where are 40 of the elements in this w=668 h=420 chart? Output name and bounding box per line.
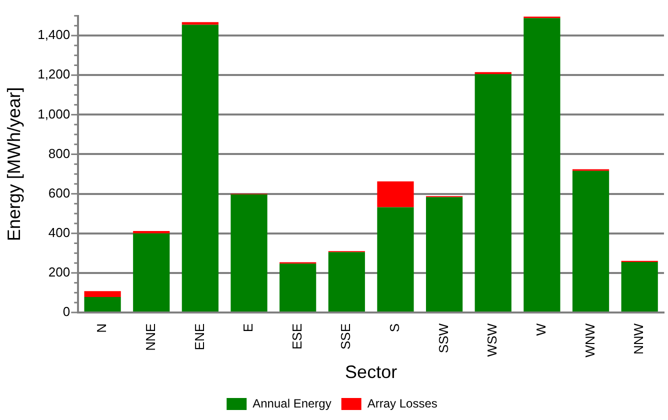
bar <box>84 291 121 298</box>
bar <box>133 233 170 312</box>
bar <box>377 181 414 208</box>
bar <box>524 18 560 312</box>
x-tick-label: NNW <box>631 322 646 355</box>
bar <box>621 262 658 312</box>
x-tick-label: SSW <box>436 322 451 354</box>
bar <box>474 74 512 312</box>
bar <box>280 264 316 312</box>
legend-label: Annual Energy <box>252 396 332 410</box>
x-tick-label: SSE <box>338 323 354 350</box>
y-tick-label: 200 <box>48 264 70 280</box>
bar <box>182 22 218 25</box>
y-tick-label: 1,200 <box>38 66 70 82</box>
bar <box>572 170 610 312</box>
x-axis-title: Sector <box>345 362 398 382</box>
x-tick-label: ESE <box>289 323 304 350</box>
y-tick-label: 800 <box>48 146 70 161</box>
legend-label: Array Losses <box>367 396 438 410</box>
x-tick-label: S <box>387 323 402 332</box>
x-tick-label: ENE <box>192 323 207 350</box>
y-tick-label: 1,000 <box>38 106 70 122</box>
bar <box>377 207 414 312</box>
bar <box>84 297 121 312</box>
x-tick-label: E <box>240 323 256 332</box>
bar <box>426 197 463 312</box>
y-tick-label: 1,400 <box>38 27 70 42</box>
y-tick-label: 0 <box>62 304 70 320</box>
x-tick-label: WNW <box>582 322 598 358</box>
bar <box>230 194 268 312</box>
bar <box>328 252 365 312</box>
x-tick-label: WSW <box>484 322 500 357</box>
bar <box>182 24 218 312</box>
x-tick-label: N <box>94 323 110 333</box>
y-tick-label: 600 <box>48 185 70 200</box>
y-axis-title: Energy [MWh/year] <box>4 87 24 242</box>
y-tick-label: 400 <box>48 224 70 240</box>
x-tick-label: W <box>534 322 549 336</box>
x-tick-label: NNE <box>142 323 158 351</box>
bar <box>133 230 170 234</box>
